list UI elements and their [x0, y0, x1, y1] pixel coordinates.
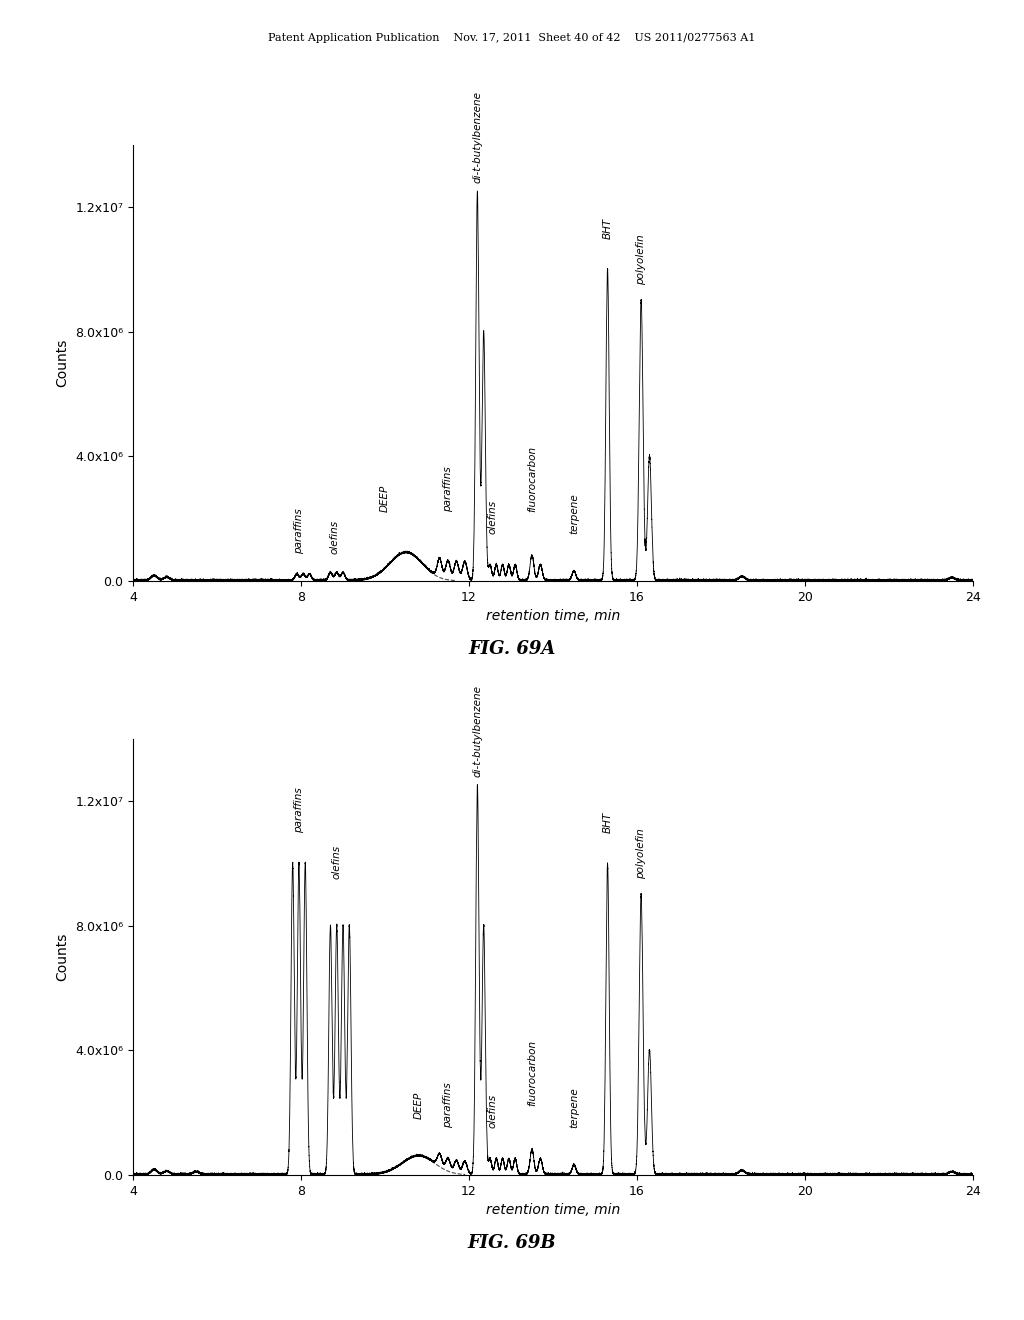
Text: Patent Application Publication    Nov. 17, 2011  Sheet 40 of 42    US 2011/02775: Patent Application Publication Nov. 17, … [268, 33, 756, 44]
Text: olefins: olefins [332, 845, 342, 879]
Text: di-t-butylbenzene: di-t-butylbenzene [472, 91, 482, 182]
Text: fluorocarbon: fluorocarbon [527, 1040, 537, 1106]
Text: paraffins: paraffins [443, 466, 453, 512]
Text: olefins: olefins [487, 1094, 497, 1129]
Text: fluorocarbon: fluorocarbon [527, 446, 537, 512]
Text: polyolefin: polyolefin [636, 829, 646, 879]
Text: olefins: olefins [330, 520, 340, 554]
Text: terpene: terpene [569, 1088, 579, 1129]
Text: DEEP: DEEP [380, 484, 390, 512]
Text: BHT: BHT [602, 218, 612, 239]
Text: paraffins: paraffins [294, 787, 304, 833]
Text: olefins: olefins [487, 500, 497, 535]
X-axis label: retention time, min: retention time, min [485, 609, 621, 623]
Text: paraffins: paraffins [294, 508, 304, 554]
Text: BHT: BHT [602, 812, 612, 833]
Y-axis label: Counts: Counts [55, 933, 70, 981]
Text: di-t-butylbenzene: di-t-butylbenzene [472, 685, 482, 776]
X-axis label: retention time, min: retention time, min [485, 1203, 621, 1217]
Text: FIG. 69B: FIG. 69B [468, 1234, 556, 1253]
Text: DEEP: DEEP [414, 1092, 424, 1119]
Text: paraffins: paraffins [443, 1082, 453, 1129]
Text: FIG. 69A: FIG. 69A [468, 640, 556, 659]
Text: polyolefin: polyolefin [636, 235, 646, 285]
Text: terpene: terpene [569, 494, 579, 535]
Y-axis label: Counts: Counts [55, 339, 70, 387]
